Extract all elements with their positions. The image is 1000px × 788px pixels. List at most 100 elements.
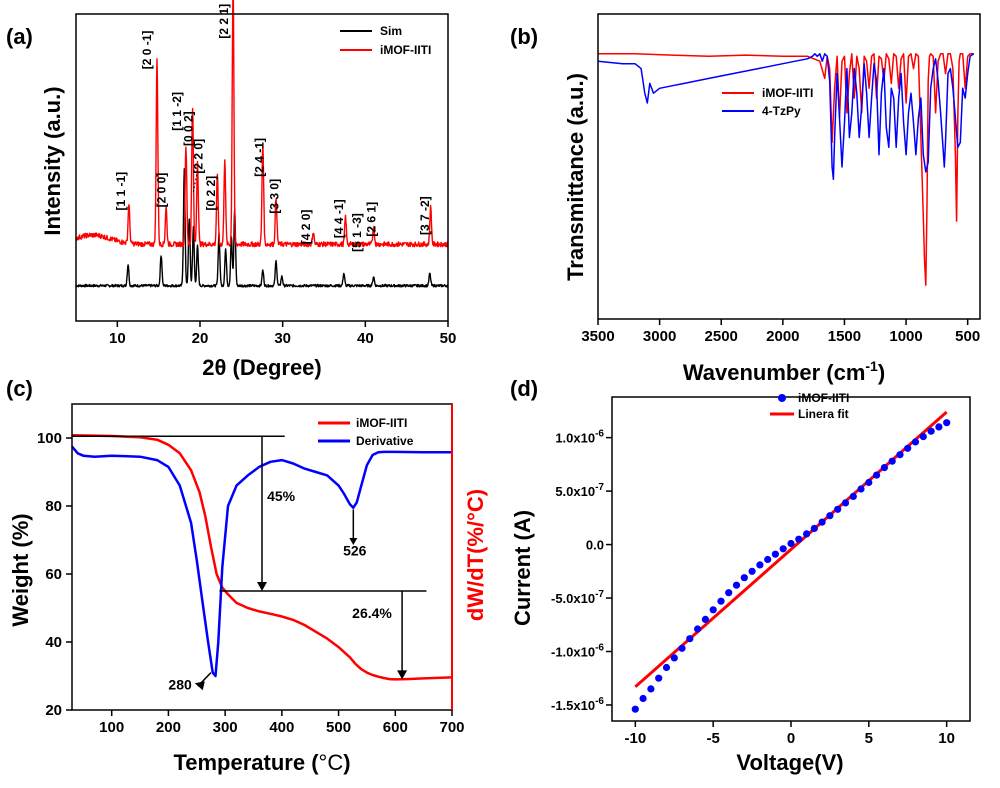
panel-d-point-37 <box>919 433 927 441</box>
legend-marker-imof-d <box>778 394 786 402</box>
panel-d-point-14 <box>740 574 748 582</box>
panel-c-peak280-head <box>194 681 205 691</box>
panel-d-iv: (d) Current (A) Voltage(V) -10 -5 0 5 10 -1.5… <box>510 376 971 775</box>
panel-c-ylabel: Weight (%) <box>8 513 33 626</box>
panel-d-point-21 <box>795 535 803 543</box>
panel-d-point-3 <box>655 674 663 682</box>
panel-d-ytick-exp-4: -7 <box>595 482 604 493</box>
panel-c-xtick-label-500: 500 <box>326 719 351 736</box>
panel-d-point-9 <box>701 615 710 624</box>
panel-a-peak-label-11: [4 4 -1] <box>332 199 346 238</box>
panel-a-peak-label-5: [2 2 0] <box>192 139 206 174</box>
panel-d-point-12 <box>725 589 733 597</box>
panel-d-point-4 <box>662 663 671 672</box>
panel-d-ytick-base-4: 5.0x10 <box>555 484 595 499</box>
panel-a-xlabel: 2θ (Degree) <box>202 355 322 380</box>
panel-c-xlabel: Temperature (°C) <box>173 750 350 775</box>
panel-label-d: (d) <box>510 376 538 401</box>
panel-c-ytick-label-60: 60 <box>45 566 62 583</box>
panel-a-peak-label-4: [0 0 2] <box>182 111 196 146</box>
panel-b-xtick-label-2000: 2000 <box>766 328 799 345</box>
panel-d-point-23 <box>810 524 818 533</box>
legend-label-tzpy: 4-TzPy <box>762 104 801 118</box>
panel-c-xtick-label-600: 600 <box>383 719 408 736</box>
panel-d-point-18 <box>771 550 780 558</box>
legend-label-imof: iMOF-IITI <box>380 43 431 57</box>
panel-c-xlabel-deg: °C <box>319 750 344 775</box>
panel-a-series-0 <box>75 168 449 288</box>
panel-d-xtick-label-10: 10 <box>938 730 955 747</box>
panel-d-ytick-label-3: 0.0 <box>586 538 604 553</box>
panel-a-xrd: (a) Intensity (a.u.) 2θ (Degree) 10 20 30 4… <box>6 0 456 380</box>
panel-d-point-6 <box>678 644 686 652</box>
panel-label-c: (c) <box>6 376 33 401</box>
panel-d-point-17 <box>764 555 772 564</box>
panel-a-peak-label-6: [0 2 2] <box>204 176 218 211</box>
panel-c-peak526-head <box>349 538 358 545</box>
panel-b-xtick-label-1500: 1500 <box>828 328 861 345</box>
panel-d-ylabel: Current (A) <box>510 510 535 626</box>
panel-a-xtick-label-10: 10 <box>109 330 126 347</box>
panel-d-point-7 <box>686 635 694 643</box>
panel-c-y2label: dW/dT(%/°C) <box>463 489 488 621</box>
panel-c-series-1 <box>71 445 452 678</box>
panel-b-frame <box>597 13 981 320</box>
panel-b-xtick-label-1000: 1000 <box>889 328 922 345</box>
panel-c-arrow2-head <box>397 670 408 680</box>
panel-a-peak-label-13: [2 6 1] <box>364 202 378 237</box>
panel-d-plot-area: -10 -5 0 5 10-1.5x10-6-1.0x10-6-5.0x10-70.05… <box>551 410 955 747</box>
panel-d-point-36 <box>911 438 920 446</box>
legend-label-imof-b: iMOF-IITI <box>762 86 813 100</box>
panel-a-xtick-label-20: 20 <box>192 330 209 347</box>
panel-c-series-0 <box>71 434 453 681</box>
panel-b-ylabel: Transmittance (a.u.) <box>563 73 588 281</box>
panel-a-peak-label-8: [2 4 -1] <box>253 138 267 177</box>
panel-b-xlabel-tail: ) <box>878 360 885 385</box>
panel-d-ytick-exp-1: -6 <box>595 642 604 653</box>
panel-d-point-16 <box>756 561 764 569</box>
panel-d-ytick-label-5: 1.0x10-6 <box>555 429 604 446</box>
panel-d-point-0 <box>631 705 639 713</box>
panel-a-peak-label-10: [4 2 0] <box>299 210 313 245</box>
panel-d-ytick-label-0: -1.5x10-6 <box>551 696 604 713</box>
panel-label-b: (b) <box>510 24 538 49</box>
panel-d-ytick-exp-2: -7 <box>595 589 604 600</box>
panel-b-xtick-label-2500: 2500 <box>705 328 738 345</box>
panel-d-point-8 <box>694 625 702 633</box>
panel-d-ytick-label-4: 5.0x10-7 <box>555 482 604 499</box>
panel-c-xtick-label-400: 400 <box>269 719 294 736</box>
legend-label-imof-d: iMOF-IITI <box>798 391 849 405</box>
panel-d-point-19 <box>779 545 787 553</box>
panel-d-ytick-base-1: -1.0x10 <box>551 644 595 659</box>
panel-c-tga: (c) Weight (%) dW/dT(%/°C) Temperature (… <box>6 376 488 775</box>
panel-a-peak-label-7: [2 2 1] <box>217 4 231 39</box>
panel-b-plot-area: 3500 3000 2500 2000 1500 1000 500 <box>581 53 980 345</box>
panel-b-ftir: (b) Transmittance (a.u.) Wavenumber (cm-… <box>510 13 981 385</box>
panel-c-plot-area: 100 200 300 400 500 600 700 20 40 60 80 100 45% 26.4%… <box>37 430 465 736</box>
panel-c-annotation-2: 526 <box>343 542 367 558</box>
panel-d-ytick-base-3: 0.0 <box>586 538 604 553</box>
panel-label-a: (a) <box>6 24 33 49</box>
panel-d-point-5 <box>670 654 678 662</box>
panel-d-point-10 <box>709 606 717 614</box>
panel-c-xtick-label-700: 700 <box>439 719 464 736</box>
legend-label-fit: Linera fit <box>798 407 849 421</box>
panel-d-point-1 <box>639 694 647 703</box>
panel-b-xlabel-sup: -1 <box>865 358 878 374</box>
panel-c-ytick-label-80: 80 <box>45 498 62 515</box>
panel-a-plot-area: 10 20 30 40 50 [1 1 -1] [2 0 -1] [2 0 0] [1 1 -2… <box>75 0 456 347</box>
panel-a-peak-label-14: [3 7 -2] <box>418 196 432 235</box>
panel-d-xtick-label--5: -5 <box>707 730 720 747</box>
panel-a-peak-label-1: [2 0 -1] <box>140 31 154 70</box>
panel-d-point-33 <box>888 457 896 465</box>
panel-a-peak-label-0: [1 1 -1] <box>114 172 128 211</box>
panel-c-xtick-label-300: 300 <box>213 719 238 736</box>
panel-c-ytick-label-20: 20 <box>45 702 62 719</box>
panel-b-xtick-label-3000: 3000 <box>643 328 676 345</box>
panel-a-ylabel: Intensity (a.u.) <box>40 86 65 235</box>
panel-d-xtick-label-5: 5 <box>865 730 873 747</box>
panel-d-point-20 <box>787 539 795 548</box>
panel-d-point-11 <box>717 597 725 605</box>
panel-c-arrow1-head <box>257 582 267 591</box>
panel-d-point-29 <box>857 485 865 493</box>
